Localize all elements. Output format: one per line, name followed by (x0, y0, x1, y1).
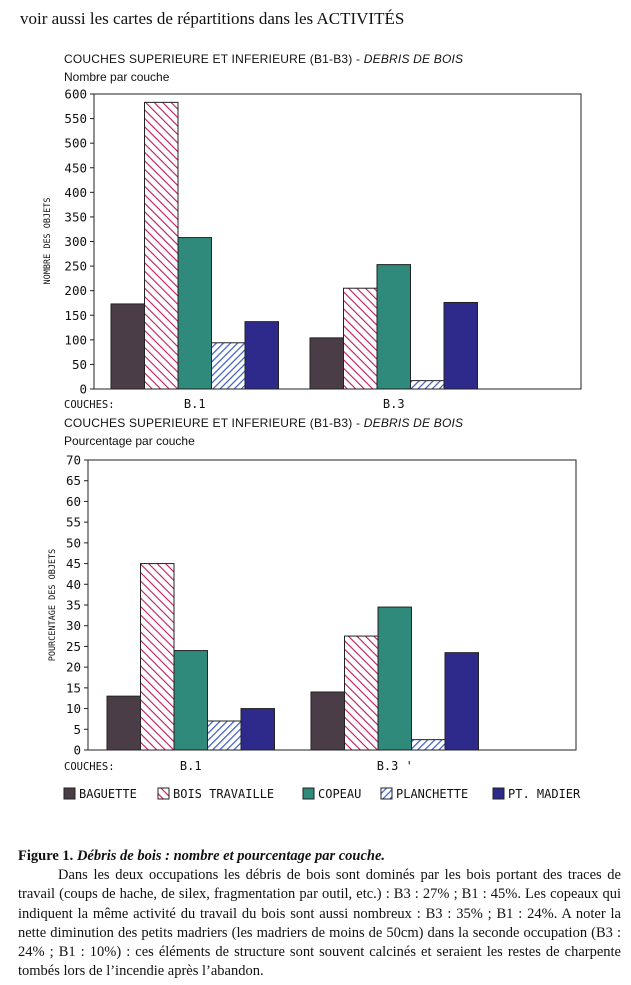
bar-bois-travaille-b-3 (344, 635, 379, 751)
y-tick-label: 450 (64, 160, 87, 175)
legend-label-bois-travaille: BOIS TRAVAILLE (173, 787, 274, 801)
y-tick-label: 400 (64, 185, 87, 200)
bar-bois-travaille-b-1 (144, 101, 179, 390)
y-tick-label: 600 (64, 87, 87, 102)
y-axis-label: NOMBRE DES OBJETS (43, 198, 53, 285)
y-tick-label: 0 (73, 743, 81, 758)
chart1-subtitle: Nombre par couche (64, 70, 170, 84)
figure-caption: Figure 1. Débris de bois : nombre et pou… (18, 848, 386, 864)
y-tick-label: 30 (66, 618, 81, 633)
legend-swatch-planchette (380, 787, 393, 800)
x-category-label: B.1 (180, 759, 202, 773)
chart1-title: COUCHES SUPERIEURE ET INFERIEURE (B1-B3)… (64, 52, 464, 66)
legend-label-copeau: COPEAU (318, 787, 361, 801)
bar-planchette-b-1 (207, 720, 242, 751)
legend-swatch-baguette (63, 787, 76, 800)
legend-swatch-copeau (302, 787, 315, 800)
y-tick-label: 45 (66, 556, 81, 571)
y-tick-label: 15 (66, 680, 81, 695)
y-tick-label: 10 (66, 701, 81, 716)
bar-planchette-b-1 (211, 342, 246, 390)
y-tick-label: 150 (64, 308, 87, 323)
header-note: voir aussi les cartes de répartitions da… (20, 9, 405, 28)
legend-swatch-bois-travaille (157, 787, 170, 800)
y-tick-label: 50 (72, 357, 87, 372)
y-tick-label: 5 (73, 722, 81, 737)
bar-baguette-b-1 (106, 695, 141, 751)
bar-copeau-b-1 (173, 650, 208, 751)
y-tick-label: 250 (64, 259, 87, 274)
y-tick-label: 65 (66, 473, 81, 488)
bar-copeau-b-3 (376, 264, 411, 390)
y-tick-label: 55 (66, 515, 81, 530)
bar-baguette-b-3 (310, 691, 345, 751)
y-tick-label: 550 (64, 111, 87, 126)
bar-copeau-b-3 (377, 606, 412, 751)
x-category-label: B.3 (383, 397, 405, 411)
x-axis-label: COUCHES: (64, 399, 115, 411)
y-tick-label: 100 (64, 332, 87, 347)
y-tick-label: 300 (64, 234, 87, 249)
y-tick-label: 40 (66, 577, 81, 592)
bar-pt-madier-b-3 (444, 652, 479, 751)
y-tick-label: 0 (79, 382, 87, 397)
legend-label-baguette: BAGUETTE (79, 787, 137, 801)
y-tick-label: 25 (66, 639, 81, 654)
chart2-title: COUCHES SUPERIEURE ET INFERIEURE (B1-B3)… (64, 416, 464, 430)
y-tick-label: 20 (66, 660, 81, 675)
x-axis-label: COUCHES: (64, 761, 115, 773)
y-tick-label: 350 (64, 209, 87, 224)
legend-label-pt-madier: PT. MADIER (508, 787, 581, 801)
bar-copeau-b-1 (177, 237, 212, 390)
y-tick-label: 70 (66, 453, 81, 468)
x-category-label: B.3 ' (377, 759, 413, 773)
y-axis-label: POURCENTAGE DES OBJETS (48, 549, 58, 662)
y-tick-label: 35 (66, 598, 81, 613)
chart1-plot: 0 50 100 150 200 250 300 350 400 450 500 550 600 NOMB… (43, 87, 582, 411)
y-tick-label: 60 (66, 494, 81, 509)
x-category-label: B.1 (184, 397, 206, 411)
legend-swatch-pt-madier (492, 787, 505, 800)
y-tick-label: 50 (66, 535, 81, 550)
bar-planchette-b-3 (411, 739, 446, 751)
bar-pt-madier-b-3 (443, 301, 478, 390)
figure-text: Dans les deux occupations les débris de … (18, 867, 621, 980)
bar-pt-madier-b-1 (244, 321, 279, 390)
y-tick-label: 200 (64, 283, 87, 298)
chart2-subtitle: Pourcentage par couche (64, 434, 195, 448)
y-tick-label: 500 (64, 136, 87, 151)
bar-bois-travaille-b-1 (140, 563, 175, 751)
legend-label-planchette: PLANCHETTE (396, 787, 468, 801)
bar-pt-madier-b-1 (240, 708, 275, 751)
chart2-plot: 0 5 10 15 20 25 30 35 40 45 50 55 60 65 70 POURCENTAGE … (48, 453, 581, 802)
